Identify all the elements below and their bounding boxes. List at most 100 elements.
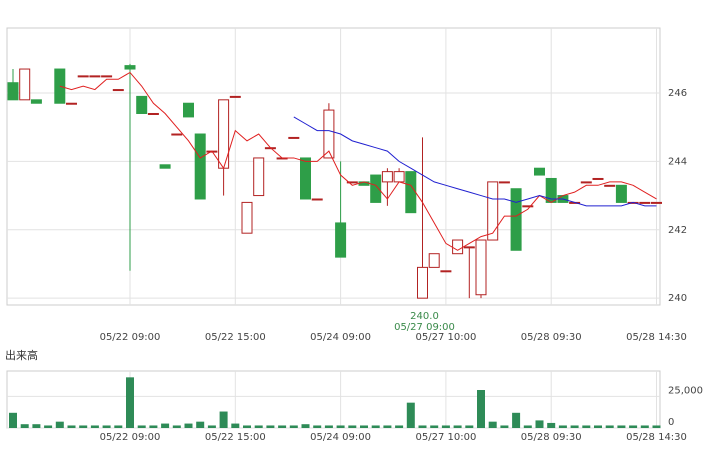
candle-body bbox=[604, 184, 616, 187]
x-tick-label: 05/22 09:00 bbox=[100, 332, 161, 343]
volume-bar bbox=[617, 425, 626, 428]
candle-body bbox=[19, 68, 31, 101]
volume-bar bbox=[652, 425, 661, 428]
candle-body bbox=[112, 89, 124, 92]
volume-bar bbox=[219, 411, 228, 428]
volume-bar bbox=[207, 425, 216, 428]
y-tick-label: 0 bbox=[668, 417, 674, 428]
plot-frame bbox=[6, 27, 661, 306]
volume-bar bbox=[594, 425, 602, 428]
candle-body bbox=[452, 239, 464, 255]
candle-body bbox=[393, 171, 405, 183]
candle-body bbox=[335, 222, 347, 258]
x-tick-label: 05/22 15:00 bbox=[205, 432, 266, 443]
y-tick-label: 25,000 bbox=[668, 385, 703, 396]
candle-body bbox=[417, 266, 428, 299]
y-tick-label: 244 bbox=[668, 156, 687, 167]
low-annotation-time: 05/27 09:00 bbox=[394, 322, 455, 333]
volume-bar bbox=[184, 423, 193, 428]
volume-bar bbox=[9, 412, 17, 428]
x-tick-label: 05/28 14:30 bbox=[626, 332, 687, 343]
volume-bar bbox=[55, 421, 64, 428]
volume-bar bbox=[266, 425, 275, 428]
volume-bar bbox=[418, 425, 427, 428]
volume-bar bbox=[547, 422, 556, 428]
volume-bar bbox=[570, 425, 579, 428]
volume-bar bbox=[231, 423, 240, 428]
volume-bar bbox=[196, 421, 205, 428]
volume-bar bbox=[371, 425, 380, 428]
volume-bar bbox=[582, 425, 591, 428]
candle-body bbox=[522, 205, 534, 208]
y-tick-label: 246 bbox=[668, 88, 687, 99]
volume-bar bbox=[67, 425, 76, 428]
candle-body bbox=[147, 112, 159, 115]
candle-body bbox=[288, 136, 300, 139]
volume-bar bbox=[605, 425, 614, 428]
volume-bar bbox=[477, 390, 485, 428]
volume-bar bbox=[500, 425, 509, 428]
candle-body bbox=[159, 164, 171, 169]
volume-bar bbox=[90, 425, 99, 428]
volume-bar bbox=[383, 425, 392, 428]
candle-body bbox=[639, 201, 651, 204]
volume-bar bbox=[453, 425, 462, 428]
volume-bar bbox=[137, 425, 146, 428]
candle-body bbox=[592, 177, 604, 180]
candle-body bbox=[346, 181, 358, 184]
candle-body bbox=[77, 75, 89, 78]
x-tick-label: 05/22 09:00 bbox=[100, 432, 161, 443]
x-tick-label: 05/27 10:00 bbox=[415, 432, 476, 443]
candle-body bbox=[311, 198, 323, 201]
volume-bar bbox=[149, 425, 158, 428]
candle-body bbox=[463, 246, 475, 249]
volume-bar bbox=[512, 412, 521, 428]
volume-bar bbox=[254, 425, 263, 428]
candle-body bbox=[498, 181, 510, 184]
volume-title: 出来高 bbox=[5, 348, 38, 362]
volume-bar bbox=[114, 425, 123, 428]
candle-body bbox=[194, 133, 206, 200]
volume-bar bbox=[558, 425, 567, 428]
volume-bar bbox=[488, 421, 497, 428]
volume-bar bbox=[430, 425, 439, 428]
volume-bar bbox=[640, 425, 649, 428]
volume-bar bbox=[102, 425, 111, 428]
candle-body bbox=[651, 201, 662, 204]
volume-bar bbox=[32, 424, 41, 428]
volume-bar bbox=[289, 425, 298, 428]
volume-bar bbox=[126, 377, 134, 428]
volume-bar bbox=[278, 425, 287, 428]
x-tick-label: 05/28 09:30 bbox=[521, 332, 582, 343]
candle-body bbox=[89, 75, 101, 78]
candle-body bbox=[440, 270, 452, 273]
volume-bar bbox=[44, 425, 53, 428]
x-tick-label: 05/28 14:30 bbox=[626, 432, 687, 443]
volume-bar bbox=[360, 425, 368, 428]
candle-body bbox=[171, 133, 183, 136]
low-annotation-value: 240.0 bbox=[410, 311, 439, 322]
candle-body bbox=[300, 157, 311, 200]
candle-body bbox=[7, 82, 19, 101]
x-tick-label: 05/28 09:30 bbox=[521, 432, 582, 443]
volume-bar bbox=[313, 425, 322, 428]
volume-bar bbox=[406, 402, 415, 428]
volume-bar bbox=[395, 425, 404, 428]
candle-body bbox=[253, 157, 265, 197]
volume-bar bbox=[465, 425, 474, 428]
candle-body bbox=[381, 171, 393, 183]
candle-body bbox=[405, 171, 417, 214]
candle-body bbox=[241, 201, 253, 234]
candle-body bbox=[487, 181, 499, 241]
volume-bar bbox=[441, 425, 450, 428]
candle-body bbox=[229, 95, 241, 98]
volume-bar bbox=[535, 420, 544, 428]
volume-bar bbox=[79, 425, 88, 428]
volume-bar bbox=[161, 423, 170, 428]
y-tick-label: 240 bbox=[668, 293, 687, 304]
x-tick-label: 05/24 09:00 bbox=[310, 432, 371, 443]
volume-bar bbox=[629, 425, 638, 428]
volume-bar bbox=[324, 425, 333, 428]
candle-body bbox=[66, 102, 77, 105]
